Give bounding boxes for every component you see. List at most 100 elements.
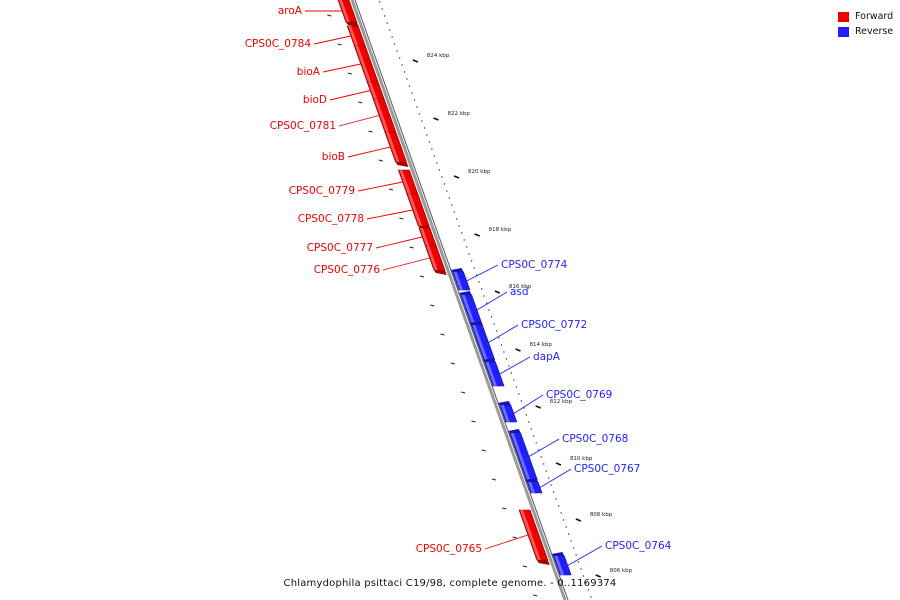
minor-tick bbox=[368, 130, 373, 133]
ruler-dot bbox=[540, 456, 542, 458]
gene-block-highlight bbox=[348, 26, 359, 46]
minor-tick bbox=[358, 101, 363, 104]
gene-label: bioA bbox=[297, 66, 321, 78]
ruler-dot bbox=[570, 540, 572, 542]
ruler-dot bbox=[590, 596, 592, 598]
ruler-dot bbox=[518, 393, 520, 395]
label-leader bbox=[322, 63, 361, 73]
gene-block-highlight bbox=[453, 272, 463, 290]
ruler-dot bbox=[547, 477, 550, 479]
ruler-dot bbox=[503, 351, 505, 353]
gene-block-highlight bbox=[419, 228, 430, 246]
ruler-dot bbox=[418, 113, 421, 115]
ruler-dot bbox=[458, 225, 460, 227]
tick-label: 814 kbp bbox=[529, 342, 552, 348]
label-leaders bbox=[305, 10, 603, 566]
gene-block-cap bbox=[395, 162, 409, 167]
gene-label: CPS0C_0769 bbox=[546, 389, 612, 401]
ruler-dot bbox=[401, 64, 403, 66]
ruler-dot bbox=[478, 281, 480, 283]
ruler-dot bbox=[383, 15, 386, 17]
major-tick bbox=[515, 348, 521, 352]
label-leader bbox=[329, 90, 371, 101]
ruler-dot bbox=[560, 512, 562, 514]
ruler-dot bbox=[550, 484, 552, 486]
major-tick bbox=[474, 233, 480, 237]
minor-tick bbox=[440, 333, 445, 336]
label-leader bbox=[382, 257, 430, 271]
gene-block-highlight bbox=[374, 99, 389, 132]
ruler-dot bbox=[426, 134, 428, 136]
gene-label: CPS0C_0772 bbox=[521, 319, 587, 331]
ruler-dot bbox=[505, 358, 508, 360]
major-tick bbox=[433, 117, 439, 121]
ruler-dot bbox=[411, 92, 413, 94]
major-tick bbox=[595, 574, 602, 578]
ruler-dot bbox=[436, 162, 438, 164]
gene-label: CPS0C_0764 bbox=[605, 540, 672, 552]
gene-label: CPS0C_0777 bbox=[307, 242, 373, 254]
gene-label: bioB bbox=[322, 151, 345, 163]
ruler-dot bbox=[490, 316, 493, 318]
ruler-dot bbox=[408, 85, 411, 87]
label-leader bbox=[313, 35, 351, 45]
label-leader bbox=[513, 394, 544, 414]
tick-label: 816 kbp bbox=[509, 284, 532, 290]
ruler-dot bbox=[543, 463, 545, 465]
gene-block-cap bbox=[450, 268, 464, 272]
minor-tick bbox=[419, 275, 425, 278]
ruler-dot bbox=[530, 428, 532, 430]
label-leader bbox=[528, 438, 560, 457]
gene-block-highlight bbox=[554, 556, 565, 575]
gene-block-cap bbox=[525, 478, 539, 482]
gene-block-highlight bbox=[500, 405, 510, 422]
label-leader bbox=[484, 534, 529, 550]
forward-swatch bbox=[838, 11, 849, 22]
ruler-dot bbox=[379, 1, 381, 3]
ruler-dot bbox=[515, 386, 518, 388]
gene-block-highlight bbox=[461, 295, 476, 325]
gene-label: CPS0C_0781 bbox=[270, 120, 336, 132]
ruler-dot bbox=[500, 344, 503, 346]
ruler-dot bbox=[448, 197, 450, 199]
ruler-dot bbox=[393, 43, 396, 45]
ruler-dot bbox=[441, 176, 443, 178]
gene-block-highlight bbox=[485, 362, 498, 386]
gene-label: CPS0C_0784 bbox=[245, 38, 312, 50]
ruler-dot bbox=[575, 554, 577, 556]
ruler-dot bbox=[423, 127, 426, 129]
ruler-dot bbox=[403, 71, 406, 73]
major-tick bbox=[453, 175, 460, 179]
gene-label: CPS0C_0768 bbox=[562, 433, 628, 445]
gene-block-highlight bbox=[385, 132, 400, 162]
label-leader bbox=[375, 236, 423, 249]
legend-forward-label: Forward bbox=[855, 11, 894, 22]
label-leader bbox=[466, 264, 499, 282]
ruler-dot bbox=[535, 442, 537, 444]
ruler-dot bbox=[381, 8, 383, 10]
gene-block-cap bbox=[469, 321, 483, 325]
ruler-dot bbox=[552, 491, 555, 493]
minor-tick bbox=[399, 217, 404, 220]
ruler-dot bbox=[433, 155, 436, 157]
ruler-dot bbox=[498, 337, 500, 339]
tick-label: 820 kbp bbox=[468, 169, 491, 175]
gene-label: aroA bbox=[278, 5, 303, 17]
label-leader bbox=[539, 468, 572, 488]
major-tick bbox=[494, 290, 501, 294]
gene-labels: aroA CPS0C_0784 bioA bioD CPS0C_0781 bioB CPS0… bbox=[245, 5, 672, 555]
backbone-line-shadow bbox=[354, 0, 569, 600]
ruler-ticks: 824 kbp 822 kbp 820 kbp 818 kbp 816 kbp 814 k… bbox=[412, 53, 633, 578]
gene-block-highlight bbox=[510, 433, 531, 480]
ruler-dot bbox=[456, 218, 458, 220]
ruler-dots bbox=[327, 1, 592, 598]
minor-tick bbox=[491, 478, 497, 481]
label-leader bbox=[347, 146, 391, 158]
gene-label: CPS0C_0776 bbox=[314, 264, 381, 276]
ruler-dot bbox=[480, 288, 483, 290]
minor-tick bbox=[533, 594, 538, 597]
gene-label: CPS0C_0765 bbox=[416, 543, 482, 555]
ruler-dot bbox=[406, 78, 408, 80]
minor-tick bbox=[481, 449, 486, 452]
